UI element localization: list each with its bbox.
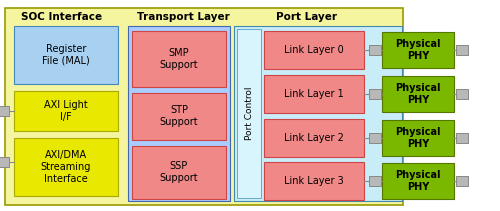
Text: Register
File (MAL): Register File (MAL): [42, 44, 90, 66]
Text: SOC Interface: SOC Interface: [22, 12, 102, 22]
Text: Link Layer 0: Link Layer 0: [284, 45, 344, 55]
Text: Port Control: Port Control: [244, 86, 254, 140]
Bar: [369, 176, 381, 186]
Text: Link Layer 1: Link Layer 1: [284, 89, 344, 99]
Bar: [369, 133, 381, 143]
Bar: [264, 31, 364, 69]
Bar: [382, 32, 454, 68]
Text: Physical
PHY: Physical PHY: [395, 83, 441, 105]
Bar: [14, 138, 118, 196]
Bar: [237, 29, 261, 198]
Bar: [382, 163, 454, 199]
Text: STP
Support: STP Support: [160, 105, 198, 127]
Text: Physical
PHY: Physical PHY: [395, 127, 441, 149]
Text: AXI/DMA
Streaming
Interface: AXI/DMA Streaming Interface: [41, 150, 91, 184]
Bar: [264, 75, 364, 113]
Bar: [128, 26, 230, 201]
Bar: [456, 45, 468, 55]
Bar: [0, 157, 9, 167]
Bar: [369, 89, 381, 99]
Bar: [382, 76, 454, 112]
Bar: [456, 133, 468, 143]
Text: Transport Layer: Transport Layer: [136, 12, 230, 22]
Text: Port Layer: Port Layer: [276, 12, 338, 22]
Bar: [382, 120, 454, 156]
Text: Physical
PHY: Physical PHY: [395, 39, 441, 61]
Bar: [132, 93, 226, 140]
Bar: [5, 8, 403, 205]
Bar: [264, 162, 364, 200]
Bar: [234, 26, 402, 201]
Bar: [132, 146, 226, 199]
Bar: [456, 176, 468, 186]
Bar: [132, 31, 226, 87]
Text: Link Layer 3: Link Layer 3: [284, 176, 344, 186]
Bar: [264, 119, 364, 157]
Bar: [456, 89, 468, 99]
Bar: [0, 106, 9, 116]
Text: Physical
PHY: Physical PHY: [395, 170, 441, 192]
Text: SMP
Support: SMP Support: [160, 48, 198, 70]
Text: SSP
Support: SSP Support: [160, 161, 198, 183]
Bar: [14, 91, 118, 131]
Text: AXI Light
I/F: AXI Light I/F: [44, 100, 88, 122]
Bar: [369, 45, 381, 55]
Text: Link Layer 2: Link Layer 2: [284, 133, 344, 143]
Bar: [14, 26, 118, 84]
